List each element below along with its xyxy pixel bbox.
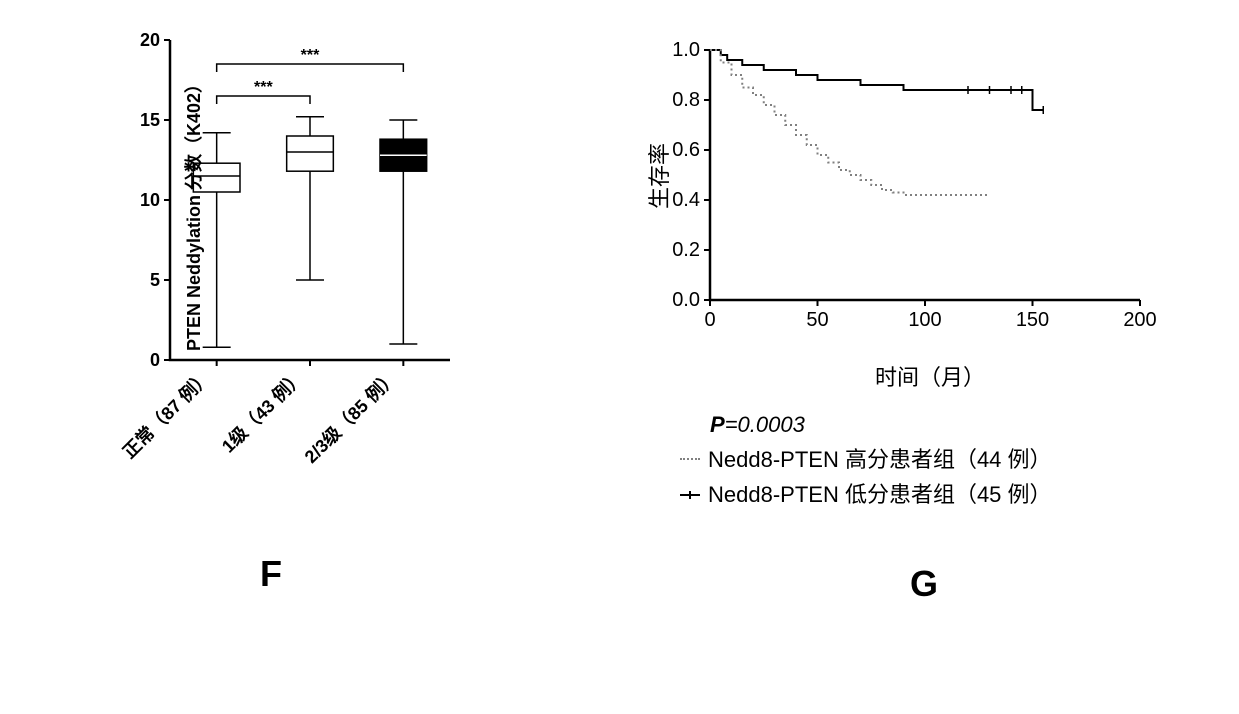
panel-f-label: F xyxy=(260,553,282,595)
svg-text:0: 0 xyxy=(150,350,160,370)
svg-text:5: 5 xyxy=(150,270,160,290)
svg-text:***: *** xyxy=(254,79,273,96)
panel-f-y-label: PTEN Neddylation 分数（K402） xyxy=(180,75,206,351)
legend-high-label: Nedd8-PTEN 高分患者组（44 例） xyxy=(708,442,1052,477)
legend-marker-high-icon xyxy=(680,458,700,462)
svg-text:150: 150 xyxy=(1016,309,1049,331)
svg-text:100: 100 xyxy=(908,309,941,331)
svg-text:20: 20 xyxy=(140,30,160,50)
boxplot-chart: 0 5 10 15 20 正常（87 例）1级（43 例）2/3级（85 例） *** *** xyxy=(70,20,470,500)
panel-g-y-label: 生存率 xyxy=(642,143,674,209)
svg-text:10: 10 xyxy=(140,190,160,210)
panel-f-boxplot: PTEN Neddylation 分数（K402） 0 5 10 15 20 正常（87 … xyxy=(70,20,470,550)
svg-text:0.8: 0.8 xyxy=(672,89,700,111)
svg-text:正常（87 例）: 正常（87 例） xyxy=(118,366,214,462)
panel-g-survival: 生存率 0.0 0.2 0.4 0.6 0.8 1.0 0 50 100 150 200 时间（月）… xyxy=(590,30,1170,560)
svg-text:0.2: 0.2 xyxy=(672,239,700,261)
legend-item-low: Nedd8-PTEN 低分患者组（45 例） xyxy=(680,477,1170,512)
legend-item-high: Nedd8-PTEN 高分患者组（44 例） xyxy=(680,442,1170,477)
survival-chart: 0.0 0.2 0.4 0.6 0.8 1.0 0 50 100 150 200 xyxy=(590,30,1170,350)
svg-text:50: 50 xyxy=(806,309,828,331)
svg-text:2/3级（85 例）: 2/3级（85 例） xyxy=(300,366,401,467)
panel-g-x-label: 时间（月） xyxy=(690,360,1170,392)
survival-legend: P=0.0003 Nedd8-PTEN 高分患者组（44 例） Nedd8-PT… xyxy=(680,407,1170,513)
svg-text:0.6: 0.6 xyxy=(672,139,700,161)
svg-text:1.0: 1.0 xyxy=(672,39,700,61)
svg-text:15: 15 xyxy=(140,110,160,130)
svg-text:1级（43 例）: 1级（43 例） xyxy=(217,366,308,457)
svg-text:200: 200 xyxy=(1123,309,1156,331)
legend-low-label: Nedd8-PTEN 低分患者组（45 例） xyxy=(708,477,1052,512)
svg-text:0.4: 0.4 xyxy=(672,189,700,211)
svg-text:***: *** xyxy=(301,47,320,64)
svg-text:0.0: 0.0 xyxy=(672,289,700,311)
p-value-text: P=0.0003 xyxy=(710,407,1170,442)
svg-text:0: 0 xyxy=(704,309,715,331)
panel-g-label: G xyxy=(910,563,938,605)
legend-marker-low-icon xyxy=(680,494,700,496)
